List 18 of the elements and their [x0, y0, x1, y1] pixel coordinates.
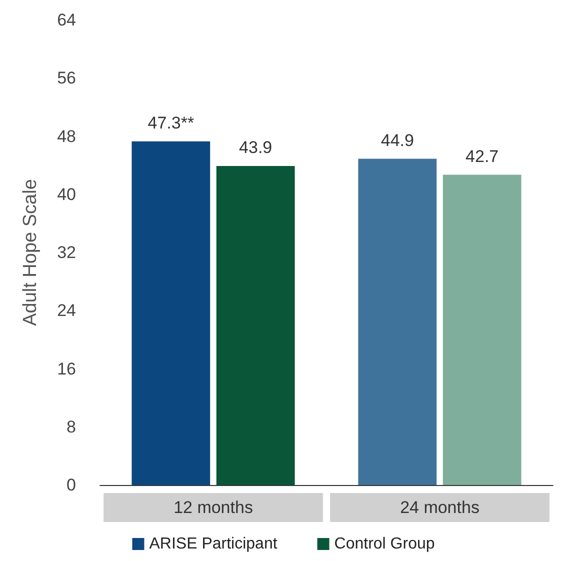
- x-tick-label: 24 months: [400, 498, 480, 517]
- y-tick-label: 56: [57, 68, 76, 88]
- legend-label: Control Group: [334, 536, 435, 552]
- y-tick-label: 16: [57, 359, 76, 378]
- y-tick-label: 8: [66, 417, 76, 436]
- y-tick-label: 24: [57, 301, 76, 320]
- y-tick-label: 64: [57, 10, 76, 30]
- legend-label: ARISE Participant: [149, 536, 278, 552]
- data-label: 47.3**: [148, 113, 194, 132]
- data-label: 43.9: [239, 138, 272, 158]
- y-axis-title: Adult Hope Scale: [20, 179, 41, 326]
- data-label: 42.7: [466, 146, 499, 166]
- y-tick-label: 0: [66, 476, 76, 494]
- data-label: 44.9: [380, 130, 414, 150]
- y-tick-label: 32: [57, 243, 76, 262]
- x-tick-label: 12 months: [174, 498, 253, 517]
- y-tick-label: 48: [57, 126, 76, 146]
- y-tick-label: 40: [57, 184, 76, 204]
